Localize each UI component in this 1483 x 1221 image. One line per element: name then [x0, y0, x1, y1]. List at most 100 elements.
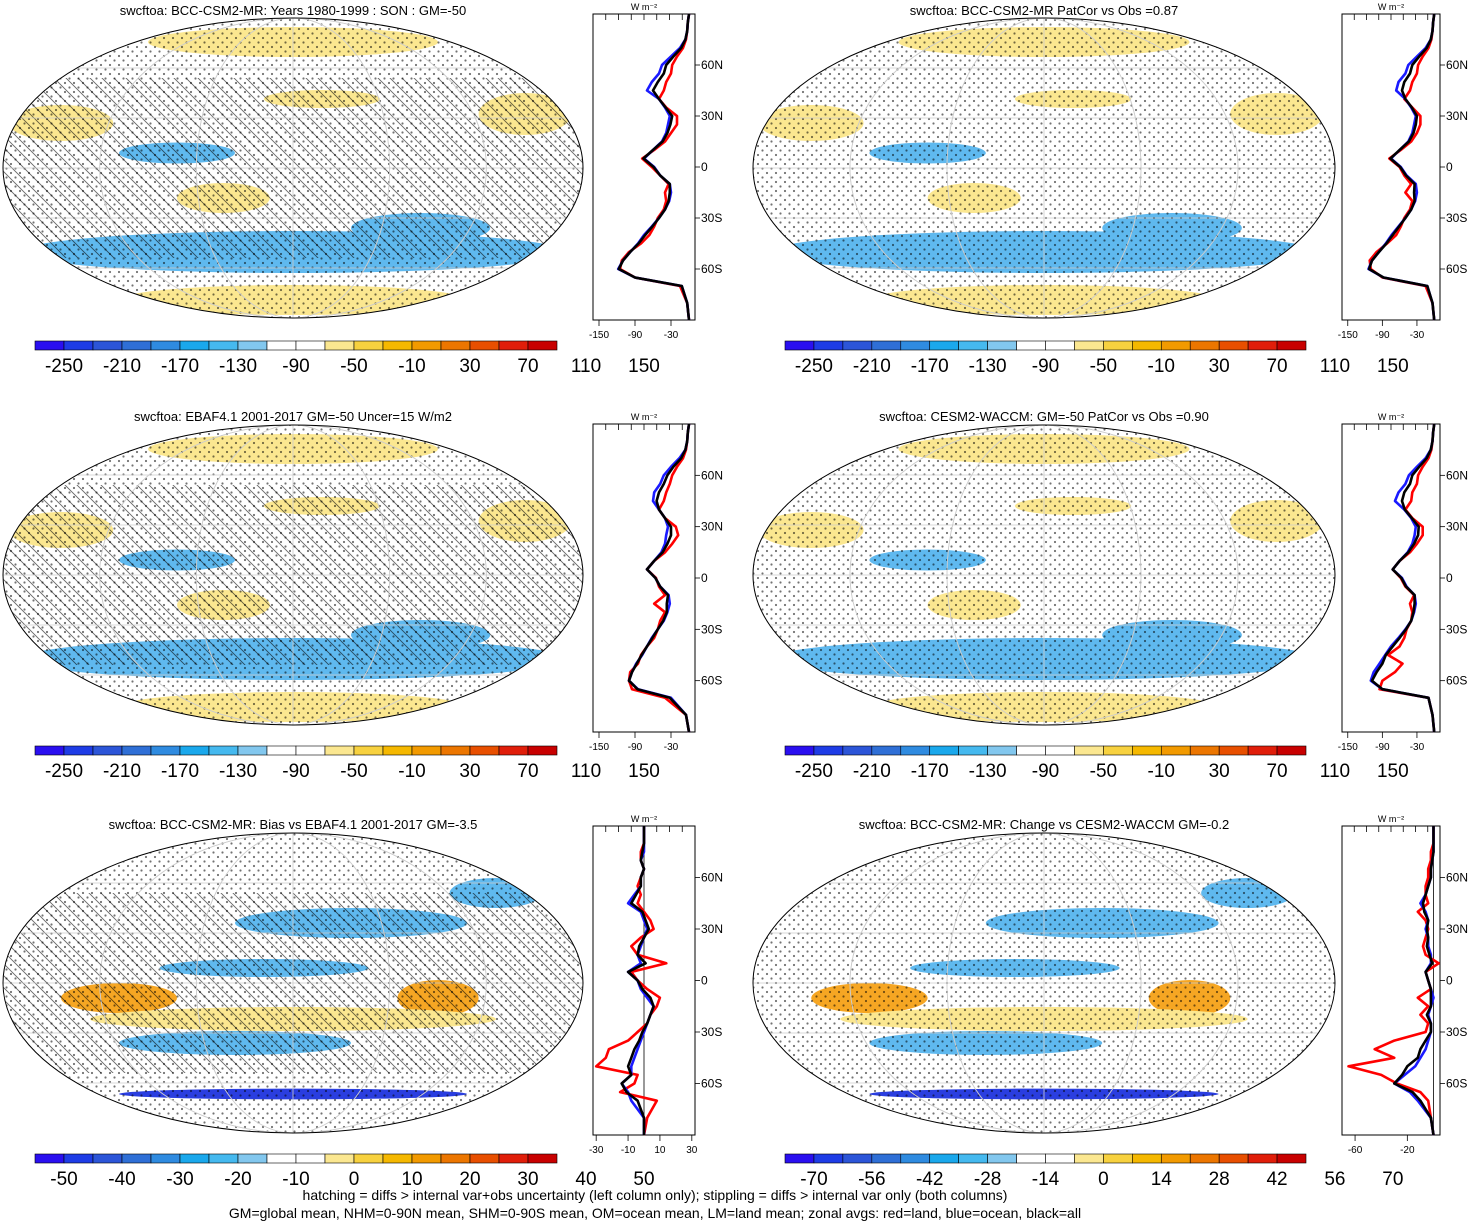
- colorbar-box: [121, 340, 152, 351]
- colorbar-box: [1045, 1153, 1075, 1164]
- graticule: [195, 18, 391, 318]
- colorbar-label: -50: [1090, 761, 1117, 782]
- colorbar-label: -56: [858, 1169, 885, 1190]
- colorbar-label: -20: [224, 1169, 251, 1190]
- colorbar-label: -250: [45, 356, 83, 377]
- map-field: [753, 833, 1335, 1133]
- colorbar-box: [1103, 745, 1133, 756]
- colorbar-label: -210: [103, 356, 141, 377]
- zonal-frame: [592, 13, 696, 321]
- colorbar-box: [1218, 1153, 1249, 1164]
- colorbar-label: -42: [916, 1169, 943, 1190]
- zonal-frame: [1341, 423, 1441, 733]
- colorbar-box: [1160, 340, 1191, 351]
- colorbar-box: [813, 340, 844, 351]
- zonal-line-land: [594, 826, 668, 1136]
- colorbar-box: [382, 340, 413, 351]
- colorbar-label: 40: [575, 1169, 596, 1190]
- colorbar-box: [1247, 1153, 1278, 1164]
- zonal-mean-plot: W m⁻² -30 -10 10 30 60N 30N 0 30S 60S: [589, 814, 723, 1156]
- colorbar-label: -10: [398, 761, 425, 782]
- colorbar-box: [440, 1153, 471, 1164]
- zonal-line-land: [627, 423, 691, 733]
- colorbar-label: -250: [45, 761, 83, 782]
- colorbar-label: 30: [1209, 356, 1230, 377]
- latitude-label: 0: [701, 974, 708, 988]
- colorbar-box: [411, 745, 442, 756]
- colorbar-label: -130: [969, 761, 1007, 782]
- colorbar-box: [1074, 340, 1104, 351]
- colorbar-label: -10: [282, 1169, 309, 1190]
- panel-title: swcftoa: EBAF4.1 2001-2017 GM=-50 Uncer=…: [134, 409, 452, 424]
- colorbar-box: [353, 1153, 384, 1164]
- zonal-xtick-label: -90: [1375, 330, 1390, 341]
- map-outline: [2, 832, 584, 1134]
- zonal-xtick-label: -150: [589, 330, 609, 341]
- colorbar-box: [1247, 340, 1278, 351]
- zonal-line-ocean: [627, 423, 691, 733]
- zonal-line-all: [1367, 13, 1436, 321]
- latitude-label: 0: [1446, 160, 1453, 174]
- colorbar-label: -50: [340, 761, 367, 782]
- colorbar-box: [958, 745, 988, 756]
- latitude-label: 0: [1446, 571, 1453, 585]
- colorbar-label: -90: [1032, 356, 1059, 377]
- latitude-label: 30S: [701, 1025, 722, 1039]
- colorbar-label: 150: [628, 356, 660, 377]
- colorbar-label: 0: [1098, 1169, 1109, 1190]
- colorbar-box: [1189, 745, 1220, 756]
- latitude-label: 30S: [1446, 622, 1467, 636]
- colorbar-box: [987, 340, 1017, 351]
- colorbar-box: [498, 1153, 529, 1164]
- colorbar: -50 -40 -30 -20 -10 0 10 20 30 40 50: [34, 1153, 655, 1190]
- zonal-xtick-label: -30: [589, 1145, 604, 1156]
- colorbar-box: [411, 340, 442, 351]
- colorbar-label: 20: [459, 1169, 480, 1190]
- colorbar-label: 30: [459, 761, 480, 782]
- colorbar-box: [353, 340, 384, 351]
- zonal-frame: [592, 423, 696, 733]
- colorbar-box: [958, 1153, 988, 1164]
- graticule: [849, 18, 1239, 318]
- colorbar: -250 -210 -170 -130 -90 -50 -10 30 70 110 150: [784, 340, 1409, 377]
- colorbar-box: [871, 1153, 902, 1164]
- colorbar-label: -250: [795, 356, 833, 377]
- colorbar-box: [929, 745, 959, 756]
- colorbar-box: [324, 1153, 355, 1164]
- colorbar-box: [1160, 745, 1191, 756]
- zonal-line-all: [620, 826, 655, 1135]
- zonal-line-land: [1347, 826, 1440, 1136]
- panel-title: swcftoa: CESM2-WACCM: GM=-50 PatCor vs O…: [879, 409, 1209, 424]
- colorbar-label: -210: [853, 761, 891, 782]
- map-outline: [2, 424, 584, 726]
- footnote-line-2: GM=global mean, NHM=0-90N mean, SHM=0-90…: [228, 1205, 1082, 1221]
- colorbar-box: [179, 1153, 210, 1164]
- colorbar-box: [1016, 745, 1046, 756]
- colorbar-box: [382, 745, 413, 756]
- graticule: [99, 425, 487, 725]
- colorbar-box: [527, 745, 558, 756]
- colorbar-box: [266, 745, 297, 756]
- zonal-mean-plot: W m⁻² -150 -90 -30 60N 30N 0 30S 60S: [1338, 2, 1468, 341]
- graticule: [195, 833, 391, 1133]
- units-label: W m⁻²: [1378, 2, 1404, 12]
- colorbar-box: [34, 340, 65, 351]
- colorbar-box: [784, 745, 815, 756]
- colorbar: -70 -56 -42 -28 -14 0 14 28 42 56 70: [784, 1153, 1403, 1190]
- latitude-label: 30S: [1446, 1025, 1467, 1039]
- colorbar-box: [784, 1153, 815, 1164]
- zonal-xtick-label: -60: [1348, 1145, 1363, 1156]
- footnote-line-1: hatching = diffs > internal var+obs unce…: [302, 1187, 1008, 1203]
- colorbar-box: [295, 745, 326, 756]
- zonal-xtick-label: -30: [664, 742, 679, 753]
- colorbar: -250 -210 -170 -130 -90 -50 -10 30 70 110 150: [34, 340, 660, 377]
- map-field: [753, 18, 1335, 318]
- colorbar-box: [295, 1153, 326, 1164]
- colorbar-box: [498, 340, 529, 351]
- colorbar-label: 0: [349, 1169, 360, 1190]
- colorbar-label: 110: [1320, 761, 1350, 782]
- latitude-label: 30N: [1446, 520, 1468, 534]
- colorbar-box: [784, 340, 815, 351]
- latitude-label: 60N: [1446, 468, 1468, 482]
- colorbar-box: [150, 745, 181, 756]
